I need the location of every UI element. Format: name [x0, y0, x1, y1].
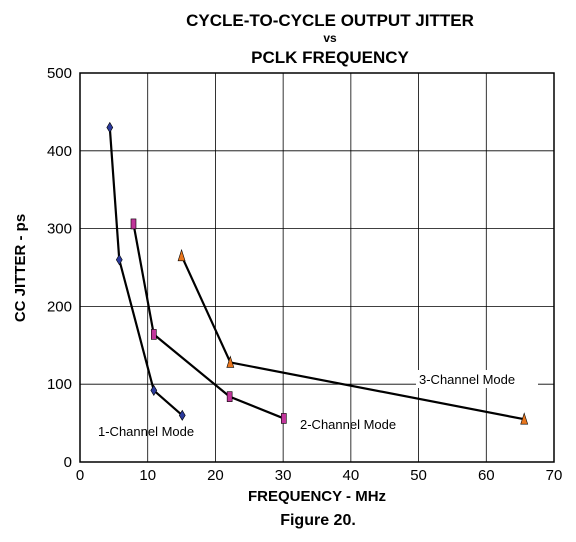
data-point-series-3 — [520, 412, 529, 425]
x-tick-label: 50 — [410, 467, 427, 484]
data-point-series-1 — [178, 409, 186, 421]
series-line-1 — [108, 127, 183, 417]
annotation-3-channel-bg — [416, 370, 538, 388]
x-tick-label: 70 — [546, 467, 563, 484]
tick-labels: 0 10 20 30 40 50 60 70 0 100 200 300 400 500 — [47, 65, 562, 484]
y-tick-label: 400 — [47, 143, 72, 160]
x-tick-label: 0 — [76, 467, 84, 484]
chart-title: CYCLE-TO-CYCLE OUTPUT JITTER vs PCLK FRE… — [186, 11, 474, 67]
data-point-series-2 — [226, 391, 233, 402]
y-tick-label: 300 — [47, 221, 72, 238]
series-layer — [106, 121, 529, 425]
data-point-series-3 — [177, 248, 186, 262]
figure-caption: Figure 20. — [280, 512, 356, 529]
data-point-series-2 — [281, 413, 287, 424]
series-line-2 — [132, 223, 285, 420]
chart-title-line-2: vs — [323, 31, 337, 45]
x-tick-label: 10 — [139, 467, 156, 484]
x-axis-label: FREQUENCY - MHz — [248, 488, 386, 505]
x-tick-label: 60 — [478, 467, 495, 484]
annotation-3-channel: 3-Channel Mode — [419, 372, 515, 387]
x-tick-label: 20 — [207, 467, 224, 484]
annotation-2-channel: 2-Channel Mode — [300, 417, 396, 432]
y-tick-label: 100 — [47, 376, 72, 393]
chart-title-line-1: CYCLE-TO-CYCLE OUTPUT JITTER — [186, 11, 474, 30]
data-point-series-1 — [150, 384, 158, 397]
y-tick-label: 200 — [47, 298, 72, 315]
series-annotations: 1-Channel Mode 2-Channel Mode 3-Channel … — [98, 370, 538, 439]
series-line-3 — [180, 255, 525, 421]
y-tick-label: 0 — [64, 454, 72, 471]
y-tick-label: 500 — [47, 65, 72, 82]
plot-frame — [79, 72, 555, 463]
data-point-series-1 — [115, 254, 123, 266]
grid-lines — [80, 73, 554, 462]
annotation-1-channel: 1-Channel Mode — [98, 424, 194, 439]
data-point-series-2 — [130, 218, 137, 230]
x-tick-label: 30 — [275, 467, 292, 484]
x-tick-label: 40 — [343, 467, 360, 484]
data-point-series-3 — [226, 355, 235, 368]
chart-title-line-3: PCLK FREQUENCY — [251, 48, 409, 67]
y-axis-label: CC JITTER - ps — [12, 214, 29, 322]
data-point-series-2 — [151, 329, 157, 340]
data-point-series-1 — [106, 121, 114, 134]
